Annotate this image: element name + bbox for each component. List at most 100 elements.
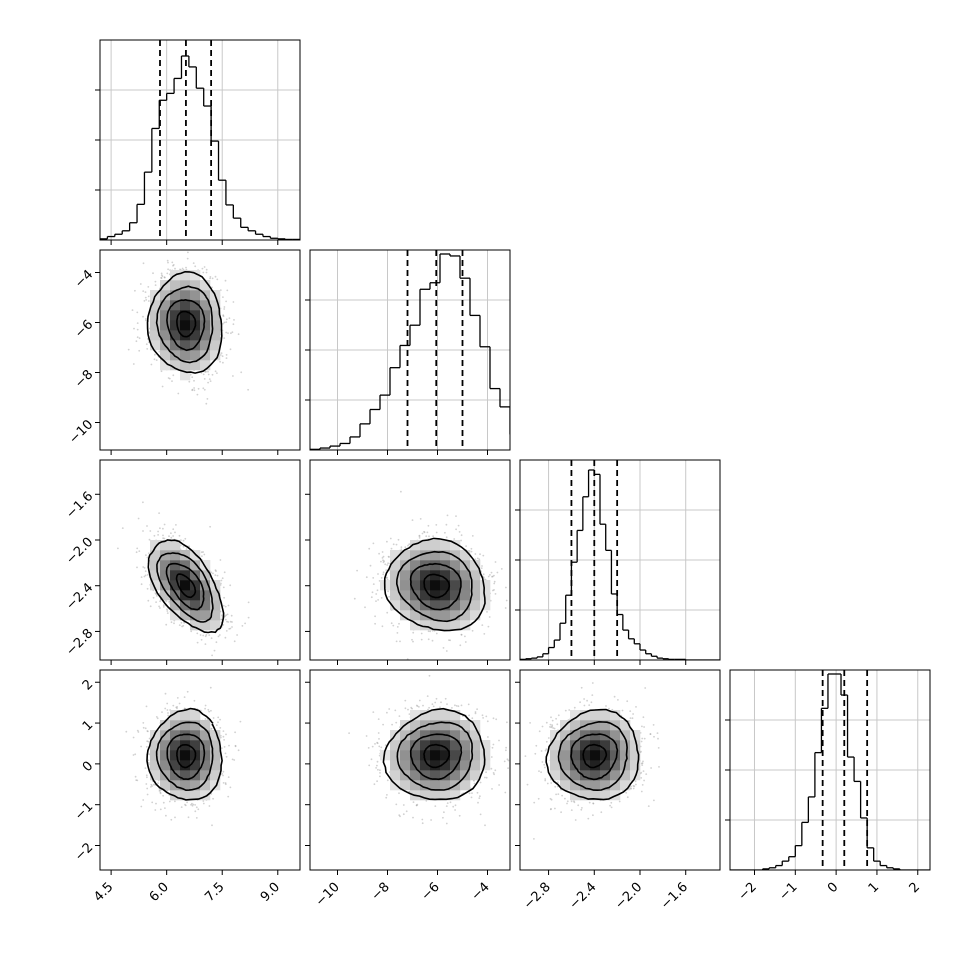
sample-point xyxy=(202,634,205,637)
density-block xyxy=(150,540,161,551)
sample-point xyxy=(223,306,226,308)
sample-point xyxy=(138,349,141,352)
sample-point xyxy=(159,792,162,795)
sample-point xyxy=(214,275,217,278)
sample-point xyxy=(400,548,403,551)
density-block xyxy=(410,540,421,551)
density-block xyxy=(190,560,201,571)
sample-point xyxy=(137,517,140,520)
density-block xyxy=(170,550,181,561)
sample-point xyxy=(176,706,179,708)
sample-point xyxy=(488,616,491,618)
sample-point xyxy=(168,600,171,603)
sample-point xyxy=(160,274,163,276)
density-block xyxy=(440,610,451,621)
sample-point xyxy=(196,393,199,396)
density-block xyxy=(400,550,411,561)
density-block xyxy=(160,560,171,571)
density-block xyxy=(210,320,221,331)
density-block xyxy=(180,300,191,311)
sample-point xyxy=(170,818,173,821)
density-block xyxy=(210,620,221,631)
density-block xyxy=(170,590,181,601)
sample-point xyxy=(131,309,134,311)
density-block xyxy=(170,350,181,361)
sample-point xyxy=(191,389,194,392)
sample-point xyxy=(207,381,210,384)
density-block xyxy=(200,330,211,341)
sample-point xyxy=(163,276,166,279)
sample-point xyxy=(146,556,149,559)
sample-point xyxy=(211,373,214,376)
sample-point xyxy=(384,563,387,566)
density-block xyxy=(150,550,161,561)
sample-point xyxy=(165,600,168,603)
sample-point xyxy=(375,600,377,602)
density-block xyxy=(470,600,481,611)
density-block xyxy=(190,600,201,611)
sample-point xyxy=(212,572,214,575)
sample-point xyxy=(460,633,463,636)
sample-point xyxy=(165,623,168,626)
density-block xyxy=(200,610,211,621)
sample-point xyxy=(164,692,167,695)
density-block xyxy=(190,290,201,301)
sample-point xyxy=(218,634,221,636)
sample-point xyxy=(404,546,407,549)
sample-point xyxy=(203,388,206,391)
sample-point xyxy=(199,634,202,636)
sample-point xyxy=(162,534,164,537)
sample-point xyxy=(229,584,232,587)
sample-point xyxy=(387,590,389,593)
sample-point xyxy=(222,322,224,325)
density-block xyxy=(150,570,161,581)
sample-point xyxy=(154,592,157,594)
sample-point xyxy=(474,553,477,555)
sample-point xyxy=(168,601,171,603)
sample-point xyxy=(136,566,138,569)
sample-point xyxy=(193,387,196,389)
sample-point xyxy=(482,573,485,576)
sample-point xyxy=(225,357,228,359)
sample-point xyxy=(512,591,514,593)
sample-point xyxy=(369,564,372,567)
density-block xyxy=(200,570,211,581)
sample-point xyxy=(195,806,198,809)
density-block xyxy=(430,550,441,561)
sample-point xyxy=(372,577,375,579)
sample-point xyxy=(381,557,384,559)
sample-point xyxy=(176,243,178,245)
density-block xyxy=(200,580,211,591)
density-block xyxy=(180,270,191,281)
sample-point xyxy=(418,537,421,539)
density-block xyxy=(180,350,191,361)
sample-point xyxy=(202,271,205,274)
sample-point xyxy=(396,632,399,634)
density-block xyxy=(420,540,431,551)
density-block xyxy=(410,610,421,621)
density-block xyxy=(410,550,421,561)
sample-point xyxy=(442,647,445,649)
sample-point xyxy=(127,348,130,351)
density-block xyxy=(430,620,441,631)
sample-point xyxy=(247,616,250,619)
sample-point xyxy=(158,512,161,514)
sample-point xyxy=(388,556,390,558)
panel-frame xyxy=(99,459,301,661)
density-block xyxy=(190,580,201,591)
sample-point xyxy=(175,236,177,238)
sample-point xyxy=(192,803,195,806)
sample-point xyxy=(228,317,231,320)
sample-point xyxy=(149,530,152,532)
contour-line xyxy=(395,550,473,623)
sample-point xyxy=(392,624,395,627)
sample-point xyxy=(186,801,189,804)
sample-point xyxy=(464,635,466,638)
density-block xyxy=(160,320,171,331)
histogram xyxy=(100,55,300,240)
sample-point xyxy=(208,710,211,713)
sample-point xyxy=(489,574,491,576)
sample-point xyxy=(389,537,392,540)
sample-point xyxy=(193,379,195,382)
